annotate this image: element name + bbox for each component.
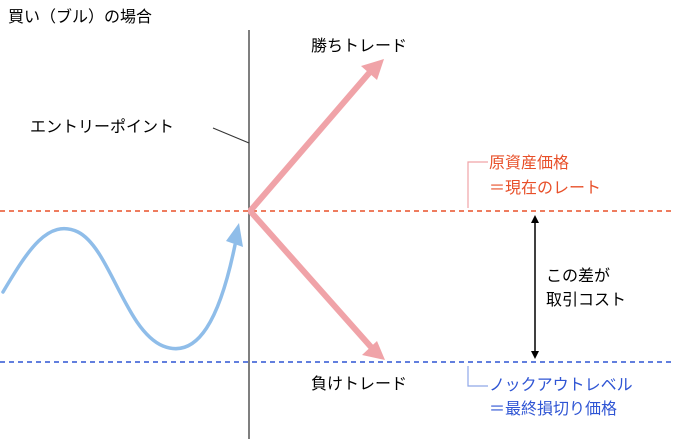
price-wave-arrowhead bbox=[226, 223, 243, 247]
knockout-label-line2: ＝最終損切り価格 bbox=[489, 399, 617, 418]
price-label-line1: 原資産価格 bbox=[489, 153, 569, 172]
diagram-title: 買い（ブル）の場合 bbox=[8, 7, 152, 26]
entry-point-leader bbox=[212, 127, 250, 144]
cost-label-line2: 取引コスト bbox=[546, 290, 626, 309]
knockout-label-bracket bbox=[467, 366, 488, 387]
entry-point-label: エントリーポイント bbox=[30, 117, 174, 136]
lose-trade-label: 負けトレード bbox=[311, 374, 407, 393]
price-wave bbox=[1, 226, 237, 351]
price-label-bracket bbox=[467, 161, 488, 208]
price-label-line2: ＝現在のレート bbox=[489, 178, 601, 197]
lose-trade-arrow bbox=[248, 209, 374, 350]
win-trade-arrow bbox=[248, 69, 373, 213]
cost-label-line1: この差が bbox=[546, 266, 610, 285]
lose-trade-arrowhead bbox=[362, 341, 385, 360]
win-trade-arrowhead bbox=[361, 59, 384, 80]
win-trade-label: 勝ちトレード bbox=[311, 36, 407, 55]
knockout-label-line1: ノックアウトレベル bbox=[489, 375, 633, 394]
